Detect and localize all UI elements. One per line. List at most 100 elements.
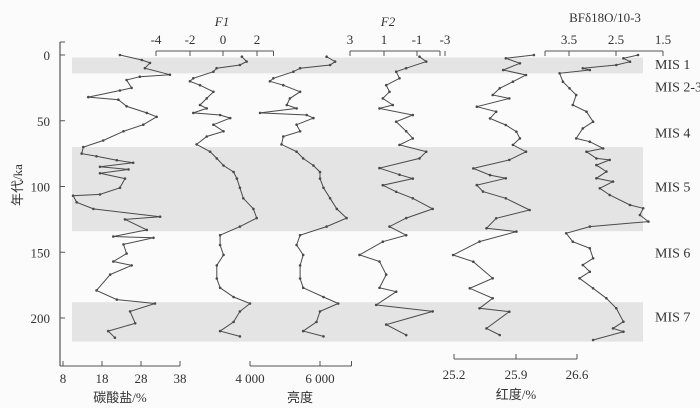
F1-data-point [252,207,255,211]
carbonate-data-point [143,66,147,70]
F1-data-point [215,66,218,70]
carbonate-data-point [145,228,149,232]
F1-data-point [238,186,242,190]
brightness-data-point [272,77,275,80]
redness-data-point [532,53,536,57]
bf_d18o-data-point [591,120,595,123]
F1-data-point [215,157,219,160]
bf_d18o-data-point [591,287,595,290]
bf_d18o-data-point [588,247,592,250]
F2-data-point [384,83,388,87]
redness-data-point [488,117,492,120]
brightness-data-point [315,320,318,324]
bf_d18o-data-point [588,225,592,228]
F1-data-point [240,55,244,58]
brightness-data-point [301,253,305,257]
F2-data-point [424,60,428,63]
carbonate-data-point [98,193,102,196]
mis-label: MIS 4 [655,127,690,142]
redness-data-point [491,93,495,97]
carbonate-data-point [75,201,78,204]
brightness-data-point [292,70,295,73]
redness-data-point [478,307,481,310]
F1-data-point [205,107,208,110]
brightness-data-point [322,295,325,299]
F1-data-point [232,170,235,174]
F1-data-point [192,111,195,115]
brightness-data-point [295,107,298,110]
brightness-data-point [301,329,305,333]
bf_d18o-data-point [564,232,568,235]
carbonate-data-point [123,177,127,180]
F1-data-point [222,253,225,257]
brightness-data-point [298,66,302,70]
y-tick-label: 0 [44,48,51,63]
brightness-data-point [268,80,272,83]
y-tick-label: 200 [31,311,51,326]
carbonate-data-point [115,158,119,162]
F1-data-point [198,83,202,87]
F2-data-point [398,77,401,80]
F1-data-point [255,216,258,220]
F2-axis-title: F2 [380,14,396,29]
redness-data-point [524,73,528,77]
brightness-data-point [295,243,298,247]
redness-tick-label: 26.6 [566,367,589,382]
carbonate-data-point [92,207,95,211]
redness-data-point [501,68,505,72]
brightness-tick-label: 6 000 [305,371,334,386]
carbonate-data-point [118,53,122,57]
F2-data-point [404,233,408,237]
bf_d18o-data-point [561,80,565,83]
brightness-data-point [328,63,332,67]
bf_d18o-data-point [636,53,640,57]
carbonate-tick-label: 18 [96,371,109,386]
F2-data-point [378,107,381,110]
brightness-data-point [318,310,322,313]
F1-data-point [218,233,222,237]
F2-data-point [431,310,435,313]
carbonate-data-point [71,194,75,197]
bf_d18o-data-point [605,297,608,300]
redness-series-line [451,54,534,336]
F2-data-point [384,323,388,326]
redness-data-point [508,310,511,314]
F1-data-point [205,97,208,100]
carbonate-data-point [82,145,85,149]
F2-data-point [381,240,385,243]
redness-data-point [498,333,502,337]
redness-data-point [508,97,511,100]
carbonate-data-point [125,252,128,255]
carbonate-data-point [155,115,158,119]
F2-data-point [418,55,421,58]
bf_d18o-data-point [585,150,588,153]
carbonate-data-point [122,243,125,246]
F1-data-point [208,150,212,153]
carbonate-data-point [112,260,115,263]
F2-tick-label: -3 [440,32,451,47]
brightness-data-point [295,123,298,126]
F1-data-point [215,277,219,280]
brightness-data-point [305,113,309,117]
F2-data-point [404,333,408,337]
F1-data-point [212,70,215,73]
carbonate-data-point [98,165,102,169]
F2-data-point [378,286,381,290]
bf_d18o-data-point [605,170,608,173]
redness-tick-label: 25.9 [505,367,528,382]
F2-data-point [431,207,435,211]
brightness-data-point [325,55,328,58]
bf_d18o-data-point [595,163,598,167]
carbonate-data-point [145,111,149,115]
carbonate-data-point [128,310,132,313]
y-tick-label: 100 [31,180,51,195]
F1-data-point [228,116,232,120]
bf_d18o-data-point [581,67,585,70]
F1-data-point [238,335,242,338]
redness-data-point [524,150,528,153]
F1-data-point [238,225,242,228]
bf_d18o-data-point [641,207,645,210]
bf_d18o-data-point [598,187,602,190]
redness-data-point [491,277,495,280]
